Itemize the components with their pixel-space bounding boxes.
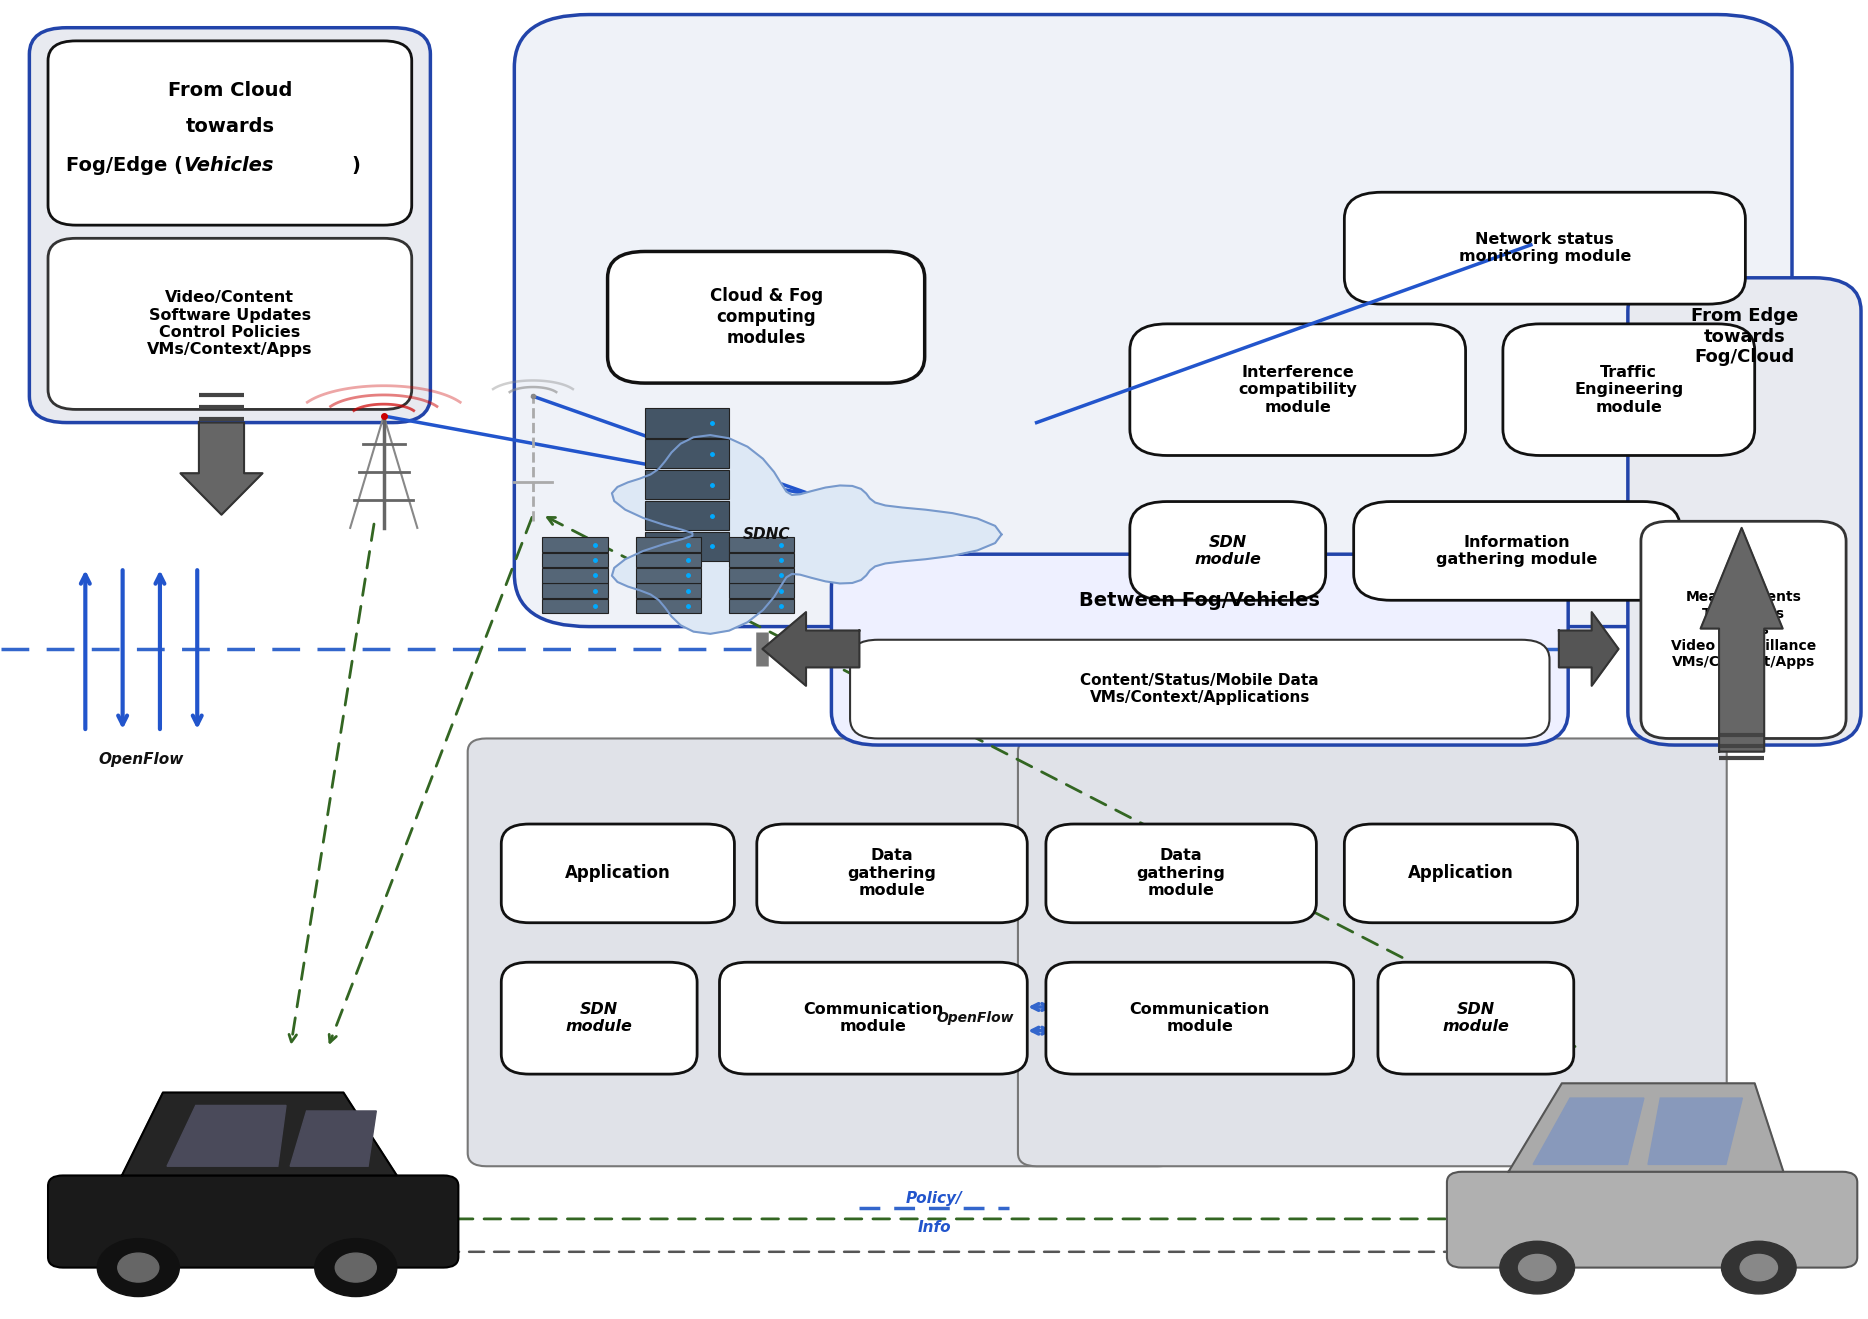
FancyBboxPatch shape xyxy=(729,537,794,551)
Polygon shape xyxy=(1648,1097,1743,1165)
FancyBboxPatch shape xyxy=(542,537,607,551)
FancyBboxPatch shape xyxy=(1354,501,1679,600)
FancyBboxPatch shape xyxy=(1504,324,1754,455)
FancyBboxPatch shape xyxy=(1130,324,1466,455)
Text: Information
gathering module: Information gathering module xyxy=(1436,534,1597,567)
Polygon shape xyxy=(613,435,1001,634)
Text: ): ) xyxy=(351,157,361,175)
Text: Policy/: Policy/ xyxy=(906,1191,962,1206)
FancyBboxPatch shape xyxy=(644,470,729,499)
FancyBboxPatch shape xyxy=(757,824,1027,923)
FancyBboxPatch shape xyxy=(831,554,1567,745)
Text: Fog/Edge (: Fog/Edge ( xyxy=(65,157,183,175)
Text: SDN
module: SDN module xyxy=(566,1002,633,1034)
FancyBboxPatch shape xyxy=(607,252,925,383)
FancyBboxPatch shape xyxy=(467,739,1177,1166)
Text: Cloud & Fog
computing
modules: Cloud & Fog computing modules xyxy=(710,288,822,347)
FancyBboxPatch shape xyxy=(729,553,794,567)
Text: towards: towards xyxy=(185,117,275,136)
FancyBboxPatch shape xyxy=(1448,1171,1857,1268)
Text: Data
gathering
module: Data gathering module xyxy=(1138,848,1225,898)
Text: Interference
compatibility
module: Interference compatibility module xyxy=(1238,365,1356,414)
Text: Data
gathering
module: Data gathering module xyxy=(848,848,936,898)
Text: Measurements
Telematics
Events
Video Surveillance
VMs/Context/Apps: Measurements Telematics Events Video Sur… xyxy=(1670,591,1816,669)
Circle shape xyxy=(1722,1241,1797,1294)
FancyBboxPatch shape xyxy=(719,963,1027,1074)
Text: OpenFlow: OpenFlow xyxy=(936,1010,1014,1025)
FancyBboxPatch shape xyxy=(729,599,794,613)
FancyBboxPatch shape xyxy=(635,583,700,598)
FancyBboxPatch shape xyxy=(542,599,607,613)
Polygon shape xyxy=(290,1111,375,1166)
Text: Content/Status/Mobile Data
VMs/Context/Applications: Content/Status/Mobile Data VMs/Context/A… xyxy=(1080,673,1319,706)
FancyBboxPatch shape xyxy=(501,824,734,923)
FancyBboxPatch shape xyxy=(1345,193,1745,305)
FancyBboxPatch shape xyxy=(729,583,794,598)
Text: Info: Info xyxy=(917,1220,951,1235)
FancyBboxPatch shape xyxy=(49,41,411,226)
Text: Network status
monitoring module: Network status monitoring module xyxy=(1459,232,1631,264)
FancyBboxPatch shape xyxy=(635,537,700,551)
Circle shape xyxy=(118,1253,159,1282)
FancyBboxPatch shape xyxy=(1345,824,1577,923)
Text: OpenFlow: OpenFlow xyxy=(99,752,183,766)
FancyBboxPatch shape xyxy=(644,501,729,530)
FancyBboxPatch shape xyxy=(501,963,697,1074)
Text: Traffic
Engineering
module: Traffic Engineering module xyxy=(1575,365,1683,414)
Text: Application: Application xyxy=(1408,864,1513,882)
Text: From Cloud: From Cloud xyxy=(168,82,291,100)
FancyBboxPatch shape xyxy=(542,553,607,567)
Text: Application: Application xyxy=(564,864,671,882)
FancyBboxPatch shape xyxy=(850,640,1550,739)
FancyBboxPatch shape xyxy=(542,583,607,598)
Polygon shape xyxy=(181,422,263,514)
FancyBboxPatch shape xyxy=(644,532,729,561)
Circle shape xyxy=(1500,1241,1575,1294)
Text: SDN
module: SDN module xyxy=(1442,1002,1509,1034)
Polygon shape xyxy=(166,1105,286,1166)
FancyBboxPatch shape xyxy=(49,1175,458,1268)
Text: Video/Content
Software Updates
Control Policies
VMs/Context/Apps: Video/Content Software Updates Control P… xyxy=(148,290,312,357)
FancyBboxPatch shape xyxy=(1046,963,1354,1074)
Text: Vehicles: Vehicles xyxy=(183,157,275,175)
FancyBboxPatch shape xyxy=(1046,824,1317,923)
Text: Between Fog/Vehicles: Between Fog/Vehicles xyxy=(1080,591,1321,611)
FancyBboxPatch shape xyxy=(1130,501,1326,600)
FancyBboxPatch shape xyxy=(635,568,700,583)
Circle shape xyxy=(1741,1254,1778,1281)
Polygon shape xyxy=(121,1092,396,1175)
Text: Communication
module: Communication module xyxy=(1130,1002,1270,1034)
Text: SDN
module: SDN module xyxy=(1194,534,1261,567)
FancyBboxPatch shape xyxy=(635,553,700,567)
FancyBboxPatch shape xyxy=(1379,963,1573,1074)
FancyBboxPatch shape xyxy=(514,15,1791,627)
FancyBboxPatch shape xyxy=(542,568,607,583)
FancyBboxPatch shape xyxy=(644,409,729,438)
Polygon shape xyxy=(1509,1083,1784,1171)
Text: Communication
module: Communication module xyxy=(803,1002,943,1034)
Polygon shape xyxy=(1700,528,1782,752)
Text: SDNC: SDNC xyxy=(742,528,790,542)
FancyBboxPatch shape xyxy=(1627,278,1861,745)
FancyBboxPatch shape xyxy=(49,239,411,409)
Polygon shape xyxy=(762,612,859,686)
Polygon shape xyxy=(1534,1097,1644,1165)
FancyBboxPatch shape xyxy=(1018,739,1726,1166)
FancyBboxPatch shape xyxy=(729,568,794,583)
Circle shape xyxy=(97,1239,179,1297)
FancyBboxPatch shape xyxy=(30,28,430,422)
FancyBboxPatch shape xyxy=(635,599,700,613)
FancyBboxPatch shape xyxy=(1640,521,1846,739)
Polygon shape xyxy=(1560,612,1618,686)
Circle shape xyxy=(1519,1254,1556,1281)
Text: From Edge
towards
Fog/Cloud: From Edge towards Fog/Cloud xyxy=(1691,307,1799,367)
Circle shape xyxy=(334,1253,375,1282)
FancyBboxPatch shape xyxy=(644,439,729,468)
Circle shape xyxy=(314,1239,396,1297)
